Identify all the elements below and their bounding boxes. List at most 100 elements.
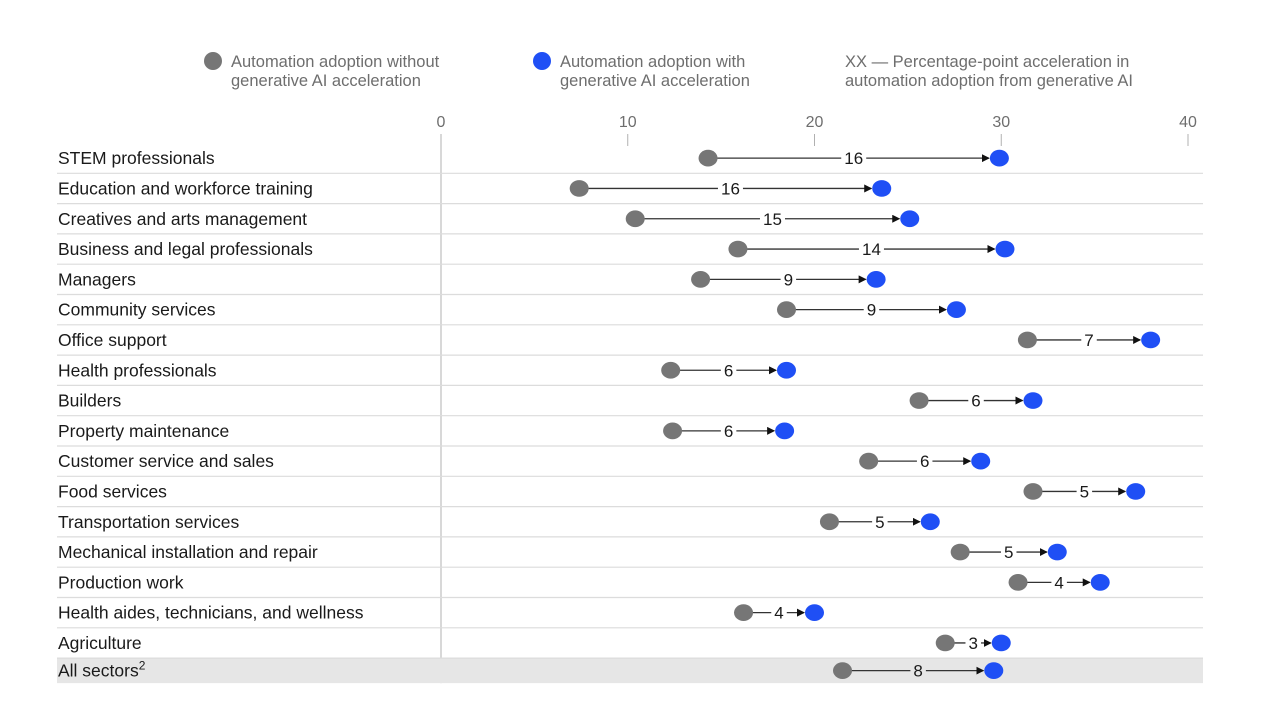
point-without-genai	[776, 301, 796, 319]
category-label: Managers	[58, 269, 136, 289]
point-without-genai	[1023, 483, 1043, 500]
point-with-genai	[989, 149, 1009, 167]
point-without-genai	[698, 149, 718, 167]
category-row: Creatives and arts management 15	[58, 209, 920, 229]
category-label: Office support	[58, 330, 167, 350]
legend-with-marker	[533, 52, 551, 70]
acceleration-label: 14	[862, 240, 881, 259]
category-label: Property maintenance	[58, 421, 229, 441]
footnote-superscript: 2	[139, 659, 146, 673]
point-without-genai	[819, 513, 839, 531]
category-label: Production work	[58, 572, 184, 592]
point-with-genai	[920, 513, 940, 531]
point-without-genai	[691, 270, 711, 288]
point-with-genai	[1141, 331, 1161, 349]
acceleration-label: 6	[724, 422, 733, 441]
category-row: Transportation services 5	[58, 512, 940, 532]
point-without-genai	[728, 240, 748, 258]
category-label-text: All sectors	[58, 661, 139, 681]
category-label: Transportation services	[58, 512, 239, 532]
x-tick-label: 20	[806, 114, 824, 131]
legend-note-line1: XX — Percentage-point acceleration in	[845, 53, 1129, 71]
point-without-genai	[950, 543, 970, 561]
point-with-genai	[984, 662, 1004, 679]
point-without-genai	[734, 604, 754, 622]
x-tick-label: 30	[992, 114, 1010, 131]
acceleration-label: 15	[763, 210, 782, 229]
category-label: Food services	[58, 481, 167, 501]
category-row: STEM professionals 16	[58, 148, 1009, 168]
acceleration-label: 5	[875, 513, 884, 532]
legend-note-line2: automation adoption from generative AI	[845, 72, 1133, 90]
point-with-genai	[872, 180, 892, 197]
x-axis: 0 10 20 30 40	[437, 114, 1197, 684]
acceleration-label: 9	[784, 270, 793, 289]
category-row: Builders 6	[58, 391, 1043, 411]
point-with-genai	[1023, 392, 1043, 409]
acceleration-label: 5	[1080, 482, 1089, 501]
category-label: Mechanical installation and repair	[58, 542, 318, 562]
total-row: All sectors2 8	[58, 659, 1004, 681]
point-with-genai	[866, 270, 886, 288]
point-with-genai	[946, 301, 966, 319]
x-tick-label: 10	[619, 114, 637, 131]
acceleration-label: 6	[724, 361, 733, 380]
category-row: Food services 5	[58, 481, 1146, 501]
point-without-genai	[909, 392, 929, 409]
point-with-genai	[995, 240, 1015, 258]
category-row: Community services 9	[58, 300, 966, 320]
legend: Automation adoption without generative A…	[204, 52, 1133, 90]
acceleration-label: 16	[844, 149, 863, 168]
point-without-genai	[833, 662, 853, 679]
point-with-genai	[991, 634, 1011, 652]
category-label: Education and workforce training	[58, 178, 313, 198]
acceleration-label: 5	[1004, 543, 1013, 562]
legend-with-line2: generative AI acceleration	[560, 72, 750, 90]
legend-without-line1: Automation adoption without	[231, 53, 440, 71]
point-with-genai	[900, 210, 920, 228]
acceleration-label: 7	[1084, 331, 1093, 350]
x-tick-label: 0	[437, 114, 446, 131]
point-with-genai	[805, 604, 824, 622]
point-with-genai	[971, 452, 991, 470]
acceleration-label: 9	[867, 301, 876, 320]
category-label: Business and legal professionals	[58, 239, 313, 259]
category-row: Education and workforce training 16	[58, 178, 892, 198]
acceleration-label: 4	[1054, 573, 1063, 592]
category-label: Community services	[58, 300, 216, 320]
category-row: Health aides, technicians, and wellness 4	[58, 603, 824, 623]
category-label: Creatives and arts management	[58, 209, 307, 229]
category-label: STEM professionals	[58, 148, 215, 168]
category-label: Agriculture	[58, 633, 142, 653]
point-without-genai	[1017, 331, 1037, 349]
point-without-genai	[859, 452, 879, 470]
category-row: Agriculture 3	[58, 633, 1011, 653]
category-row: Mechanical installation and repair 5	[58, 542, 1067, 562]
acceleration-label: 6	[971, 392, 980, 411]
category-row: Property maintenance 6	[58, 421, 795, 441]
point-without-genai	[569, 180, 589, 197]
point-with-genai	[1047, 543, 1067, 561]
acceleration-label: 16	[721, 179, 740, 198]
legend-without-line2: generative AI acceleration	[231, 72, 421, 90]
category-row: Managers 9	[58, 269, 886, 289]
point-without-genai	[935, 634, 955, 652]
category-label: All sectors2	[58, 659, 146, 681]
legend-without-marker	[204, 52, 222, 70]
category-row: Office support 7	[58, 330, 1161, 350]
acceleration-label: 8	[913, 662, 922, 681]
legend-with-line1: Automation adoption with	[560, 53, 745, 71]
category-label: Customer service and sales	[58, 451, 274, 471]
category-label: Health aides, technicians, and wellness	[58, 603, 364, 623]
category-label: Builders	[58, 391, 121, 411]
point-without-genai	[663, 422, 683, 440]
category-row: Customer service and sales 6	[58, 451, 991, 471]
point-without-genai	[661, 361, 681, 379]
point-with-genai	[1126, 483, 1146, 500]
point-without-genai	[1008, 573, 1028, 591]
point-without-genai	[625, 210, 645, 228]
category-row: Business and legal professionals 14	[58, 239, 1015, 259]
x-tick-label: 40	[1179, 114, 1197, 131]
